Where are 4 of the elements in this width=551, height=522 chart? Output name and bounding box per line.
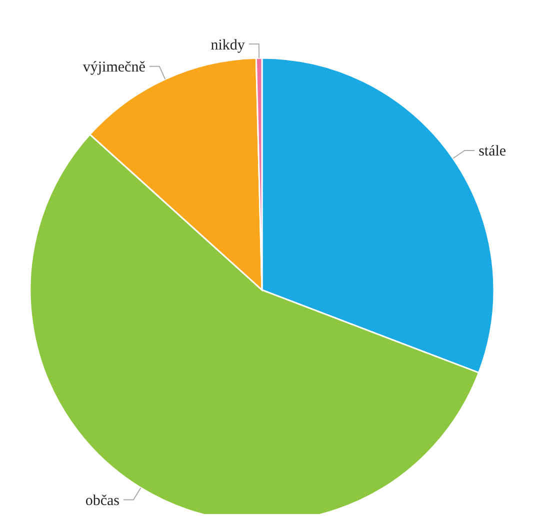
slice-label: nikdy — [210, 37, 246, 54]
slice-label: výjimečně — [82, 60, 146, 76]
slice-label: občas — [85, 493, 120, 509]
slice-label: stále — [478, 144, 506, 160]
